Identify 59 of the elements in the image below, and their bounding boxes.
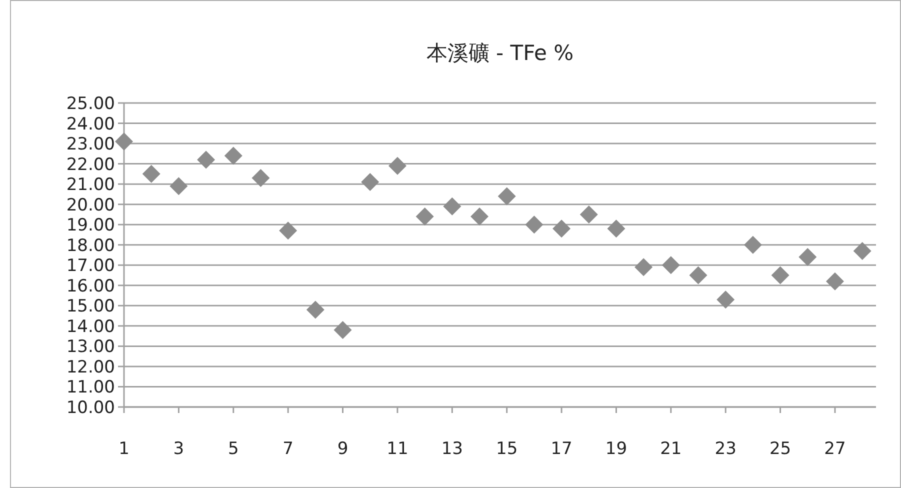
point — [580, 205, 598, 224]
point — [388, 156, 406, 175]
point — [525, 216, 544, 234]
point — [361, 173, 380, 192]
x-tick-label: 17 — [550, 439, 572, 459]
x-tick-label: 7 — [282, 439, 294, 459]
point — [470, 207, 488, 226]
x-tick-label: 15 — [496, 439, 518, 459]
x-tick-label: 27 — [824, 439, 846, 459]
point — [224, 146, 242, 165]
point — [634, 258, 653, 276]
point — [853, 242, 872, 260]
y-tick-label: 20.00 — [66, 195, 115, 216]
x-tick-label: 13 — [441, 439, 463, 459]
y-tick-label: 13.00 — [66, 337, 115, 358]
point — [689, 266, 708, 284]
y-tick-label: 15.00 — [66, 296, 115, 317]
x-tick-label: 9 — [337, 439, 348, 459]
point — [142, 164, 160, 183]
point — [716, 290, 735, 309]
point — [443, 197, 462, 216]
x-tick-label: 25 — [769, 439, 792, 459]
point — [826, 272, 844, 290]
y-tick-label: 11.00 — [66, 378, 115, 398]
x-tick-label: 1 — [118, 439, 130, 459]
y-tick-label: 14.00 — [66, 316, 115, 337]
y-tick-label: 12.00 — [66, 357, 115, 378]
x-tick-label: 5 — [228, 439, 239, 459]
chart-title: 本溪礦 - TFe % — [426, 41, 574, 65]
point — [416, 207, 434, 226]
y-tick-label: 17.00 — [66, 256, 115, 276]
point — [115, 132, 133, 151]
point — [197, 150, 216, 169]
y-tick-label: 19.00 — [66, 216, 115, 236]
point — [771, 266, 790, 284]
y-tick-label: 21.00 — [66, 175, 115, 196]
point — [170, 177, 188, 196]
point — [552, 220, 571, 238]
point — [744, 236, 762, 254]
point — [662, 256, 680, 274]
y-tick-label: 23.00 — [66, 134, 115, 155]
point — [334, 320, 352, 339]
y-tick-label: 18.00 — [66, 236, 115, 256]
y-tick-label: 16.00 — [66, 276, 115, 296]
y-tick-label: 25.00 — [66, 94, 115, 114]
point — [306, 300, 324, 319]
x-tick-label: 19 — [605, 439, 628, 459]
x-tick-label: 3 — [173, 439, 184, 459]
y-tick-label: 10.00 — [66, 398, 115, 418]
y-tick-label: 24.00 — [66, 114, 115, 134]
point — [252, 168, 270, 187]
x-tick-label: 11 — [386, 439, 408, 459]
x-tick-label: 21 — [660, 439, 682, 459]
point — [798, 248, 817, 266]
x-tick-label: 23 — [714, 439, 736, 459]
point — [607, 220, 626, 238]
point — [498, 187, 516, 206]
y-tick-label: 22.00 — [66, 154, 115, 175]
point — [279, 222, 298, 240]
